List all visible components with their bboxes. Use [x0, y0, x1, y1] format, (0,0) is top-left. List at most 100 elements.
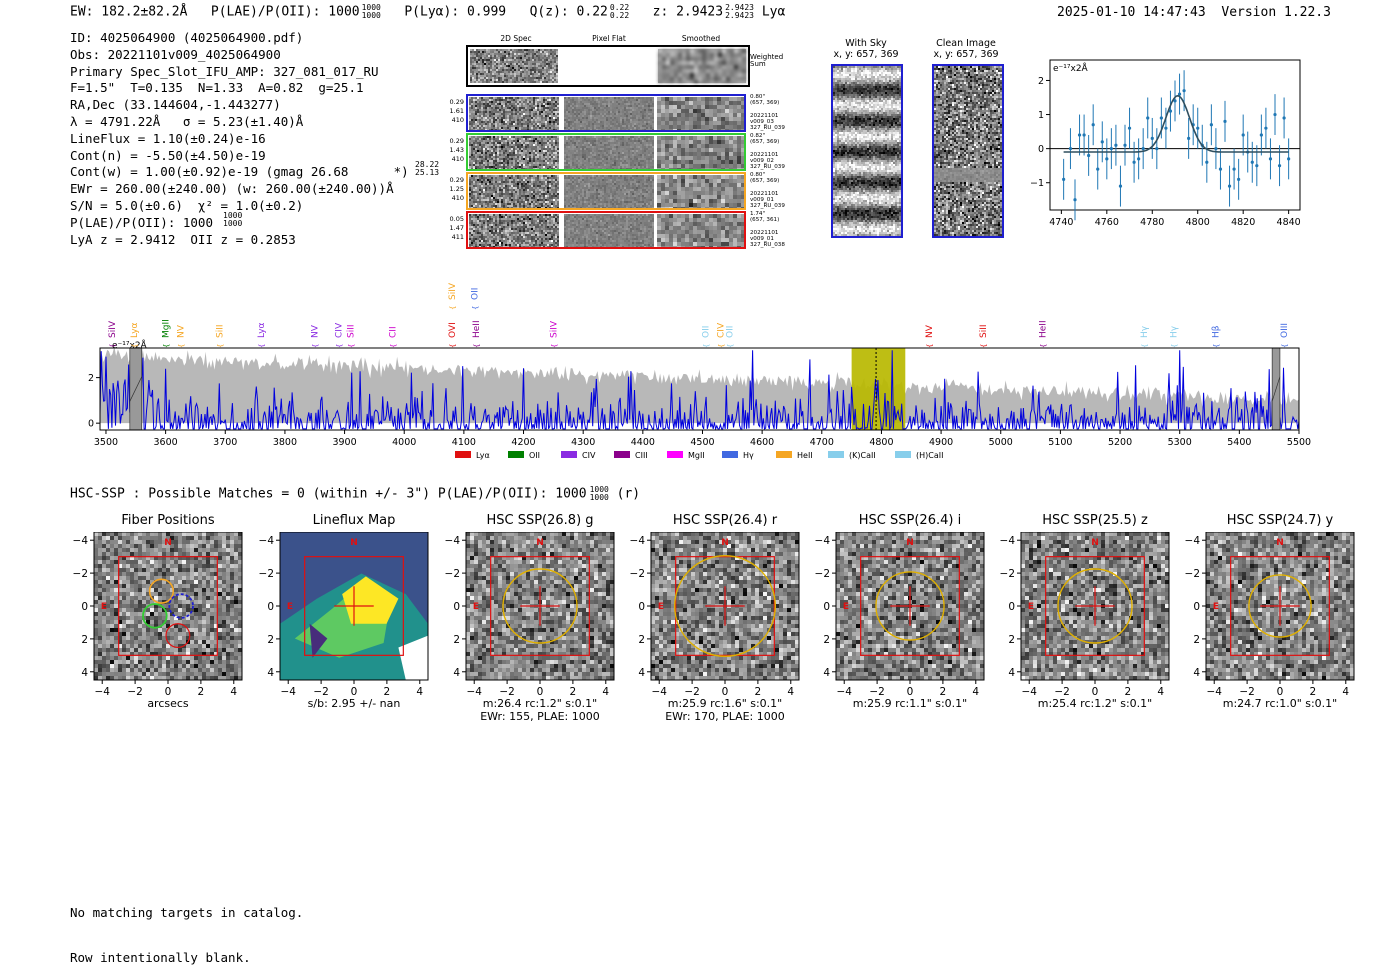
spec-row-stats: 0.29 1.61 410 [446, 98, 464, 125]
weighted-sum-strip [466, 45, 750, 87]
x-tick-label: 4840 [1277, 217, 1301, 228]
data-point [1237, 178, 1240, 181]
footer-notes: No matching targets in catalog. Row inte… [70, 875, 303, 980]
data-point [1282, 116, 1285, 119]
x-tick-label: 3500 [94, 437, 118, 448]
info-line: LyA z = 2.9412 OII z = 0.2853 [70, 232, 409, 249]
legend-swatch [614, 451, 630, 458]
with-sky-header: With Sky x, y: 657, 369 [826, 38, 906, 60]
y-tick-label: −2 [259, 568, 274, 580]
plya-value: P(Lyα): 0.999 [404, 5, 506, 20]
datetime: 2025-01-10 14:47:43 [1057, 5, 1206, 20]
spec2d-panel: 2D Spec Pixel Flat Smoothed Weighted Sum… [466, 34, 786, 256]
y-tick-label: 0 [1193, 601, 1200, 613]
x-tick-label: 4800 [869, 437, 893, 448]
x-tick-label: 5400 [1227, 437, 1251, 448]
footer-line-2: Row intentionally blank. [70, 950, 303, 965]
y-tick-label: −4 [1185, 535, 1201, 547]
detection-info: ID: 4025064900 (4025064900.pdf)Obs: 2022… [70, 30, 409, 248]
legend-label: MgII [688, 451, 705, 460]
x-tick-label: 4600 [750, 437, 774, 448]
y-tick-label: 0 [88, 419, 94, 430]
y-tick-label: 2 [638, 634, 645, 646]
north-label: N [1091, 538, 1099, 548]
emission-line-label: HeII{ [472, 320, 482, 348]
x-tick-label: 4800 [1186, 217, 1210, 228]
emission-line-label: NV{ [311, 324, 321, 348]
y-tick-label: −2 [1185, 568, 1200, 580]
data-point [1123, 144, 1126, 147]
fit-unit-label: e⁻¹⁷x2Å [1053, 62, 1089, 74]
info-line: EWr = 260.00(±240.00) (w: 260.00(±240.00… [70, 181, 409, 198]
y-tick-label: 4 [81, 667, 88, 679]
emission-line-name: SiII [347, 324, 357, 338]
y-tick-label: 4 [823, 667, 830, 679]
noise-image [657, 136, 746, 170]
legend-swatch [776, 451, 792, 458]
plae-value: P(LAE)/P(OII): 1000 [211, 5, 360, 20]
y-tick-label: 2 [88, 373, 94, 384]
x-tick-label: 4700 [810, 437, 834, 448]
y-tick-label: 2 [1008, 634, 1015, 646]
hsc-summary-text: HSC-SSP : Possible Matches = 0 (within +… [70, 487, 587, 502]
qz-value: Q(z): 0.22 [530, 5, 608, 20]
y-tick-label: 0 [453, 601, 460, 613]
data-point [1142, 147, 1145, 150]
x-tick-label: 5500 [1287, 437, 1311, 448]
emission-line-bracket: { [1141, 344, 1149, 348]
data-point [1137, 157, 1140, 160]
y-tick-label: −2 [445, 568, 460, 580]
col-label-smoothed: Smoothed [656, 34, 746, 43]
cutout-title: HSC SSP(25.5) z [1021, 513, 1169, 528]
data-point [1214, 147, 1217, 150]
data-point [1164, 127, 1167, 130]
cutout-caption-line1: m:24.7 rc:1.0" s:0.1" [1186, 697, 1374, 710]
z-sub: 2.9423 [725, 12, 754, 20]
noise-image [469, 136, 559, 170]
cutout-title: HSC SSP(26.4) r [651, 513, 799, 528]
y-tick-label: 0 [1008, 601, 1015, 613]
emission-line-label: OII{ [701, 326, 711, 348]
emission-line-bracket: { [449, 344, 457, 348]
data-point [1187, 137, 1190, 140]
emission-line-bracket: { [1281, 344, 1289, 348]
data-point [1210, 123, 1213, 126]
y-tick-label: −4 [630, 535, 646, 547]
cutout-caption: arcsecs [74, 697, 262, 710]
x-tick-label: 4740 [1049, 217, 1073, 228]
legend-swatch [828, 451, 844, 458]
y-tick-label: 4 [638, 667, 645, 679]
emission-line-bracket: { [216, 344, 224, 348]
y-tick-label: 4 [267, 667, 274, 679]
y-tick-label: 2 [267, 634, 274, 646]
cutout-title: HSC SSP(26.4) i [836, 513, 984, 528]
emission-line-bracket: { [1212, 344, 1220, 348]
spec-row-meta: 0.80" (657, 369) 20221101 v009_03 327_RU… [750, 94, 785, 132]
weighted-sum-label: Weighted Sum [750, 54, 783, 68]
emission-line-name: Hγ [1140, 325, 1150, 338]
data-point [1287, 157, 1290, 160]
emission-line-bracket: { [1039, 344, 1047, 348]
header-right: 2025-01-10 14:47:43 Version 1.22.3 [1057, 5, 1331, 20]
y-tick-label: 2 [823, 634, 830, 646]
east-label: E [473, 602, 479, 612]
north-label: N [721, 538, 729, 548]
legend-swatch [561, 451, 577, 458]
east-label: E [1028, 602, 1034, 612]
data-point [1255, 164, 1258, 167]
y-tick-label: 0 [1038, 144, 1044, 155]
emission-line-name: Lyα [130, 322, 140, 338]
cutout-caption: s/b: 2.95 +/- nan [260, 697, 448, 710]
emission-line-bracket: { [163, 344, 171, 348]
spec-row-meta: 0.82" (657, 369) 20221101 v009_02 327_RU… [750, 133, 785, 171]
data-point [1062, 178, 1065, 181]
x-tick-label: 4900 [929, 437, 953, 448]
emission-line-bracket: { [717, 344, 725, 348]
data-point [1119, 185, 1122, 188]
cutout-caption-line1: m:25.9 rc:1.1" s:0.1" [816, 697, 1004, 710]
noise-image [470, 49, 558, 83]
y-tick-label: −4 [259, 535, 275, 547]
emission-line-name: SiIV [448, 282, 458, 300]
